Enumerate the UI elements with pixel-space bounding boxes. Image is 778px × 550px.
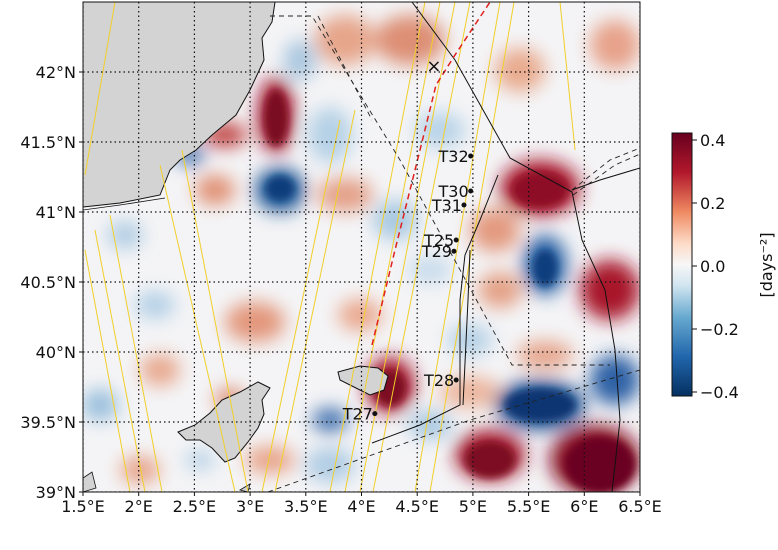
lon-tick-label: 4°E (347, 497, 375, 516)
lon-tick-label: 2.5°E (173, 497, 217, 516)
colorbar-tick-label: 0.4 (700, 131, 725, 150)
lat-tick-label: 40°N (36, 343, 76, 362)
lat-tick-label: 39°N (36, 483, 76, 502)
station-label: T29 (421, 242, 452, 261)
colorbar-tick-label: −0.2 (700, 320, 739, 339)
target-x-marker: × (426, 56, 441, 77)
station-dot (372, 411, 377, 416)
station-label: T27 (342, 405, 373, 424)
colorbar-label: [days⁻²] (757, 232, 776, 297)
lat-tick-label: 39.5°N (20, 413, 76, 432)
lon-tick-label: 3°E (236, 497, 264, 516)
lat-tick-label: 40.5°N (20, 273, 76, 292)
lon-tick-label: 5.5°E (507, 497, 551, 516)
lat-tick-label: 41.5°N (20, 133, 76, 152)
lon-tick-label: 6.5°E (618, 497, 662, 516)
colorbar-tick-label: −0.4 (700, 383, 739, 402)
lat-tick-label: 41°N (36, 203, 76, 222)
colorbar-ticks: 0.4 0.2 0.0 −0.2 −0.4 (692, 131, 739, 402)
station-dot (468, 189, 473, 194)
station-dot (454, 238, 459, 243)
station-dot (454, 378, 459, 383)
colorbar-tick-label: 0.0 (700, 257, 725, 276)
colorbar: 0.4 0.2 0.0 −0.2 −0.4 [days⁻²] (672, 131, 776, 402)
station-label: T31 (431, 196, 462, 215)
station-label: T32 (438, 147, 469, 166)
station-label: T28 (423, 371, 454, 390)
station-dot (468, 154, 473, 159)
station-dot (461, 203, 466, 208)
lat-tick-label: 42°N (36, 63, 76, 82)
lon-tick-label: 6°E (570, 497, 598, 516)
lon-tick-label: 2°E (125, 497, 153, 516)
longitude-tick-labels: 1.5°E 2°E 2.5°E 3°E 3.5°E 4°E 4.5°E 5°E 5.5°E 6°E… (61, 492, 662, 516)
lon-tick-label: 3.5°E (284, 497, 328, 516)
lon-tick-label: 5°E (459, 497, 487, 516)
colorbar-tick-label: 0.2 (700, 194, 725, 213)
colorbar-gradient (672, 133, 692, 396)
lon-tick-label: 4.5°E (395, 497, 439, 516)
latitude-tick-labels: 39°N 39.5°N 40°N 40.5°N 41°N 41.5°N 42°N (20, 63, 83, 502)
station-dot (451, 249, 456, 254)
